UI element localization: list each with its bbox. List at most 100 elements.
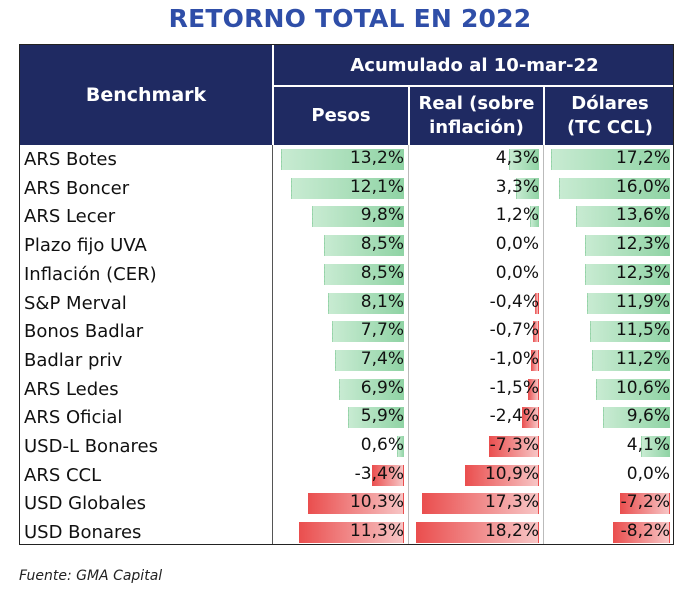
negative-bar <box>533 321 539 343</box>
header-col-dolares: Dólares (TC CCL) <box>545 87 673 145</box>
data-cell: 0,0% <box>546 463 672 487</box>
positive-bar <box>281 149 404 170</box>
value-label: 8,1% <box>360 291 404 312</box>
data-cell: 17,2% <box>546 147 672 171</box>
data-cell: 13,2% <box>276 147 406 171</box>
negative-bar <box>308 493 404 515</box>
value-label: 8,5% <box>360 262 404 283</box>
row-label: USD Globales <box>24 493 147 515</box>
header-group: Acumulado al 10-mar-22 <box>274 45 673 85</box>
negative-bar <box>422 493 539 515</box>
source-note: Fuente: GMA Capital <box>19 568 163 584</box>
value-label: 9,6% <box>626 406 670 427</box>
data-cell: -8,2% <box>546 520 672 544</box>
value-label: 0,0% <box>626 463 670 484</box>
value-label: -3,4% <box>354 463 404 484</box>
value-label: 12,3% <box>615 262 670 283</box>
value-label: 4,1% <box>626 435 670 455</box>
value-label: 11,5% <box>615 320 670 341</box>
data-cell: -7,2% <box>546 491 672 515</box>
row-label: Bonos Badlar <box>24 321 144 343</box>
header-benchmark: Benchmark <box>20 45 272 145</box>
data-cell: 13,6% <box>546 204 672 228</box>
data-cell: 8,5% <box>276 262 406 286</box>
positive-bar <box>339 378 404 400</box>
data-cell: 11,2% <box>546 348 672 372</box>
data-cell: -0,4% <box>411 291 541 315</box>
data-cell: 12,3% <box>546 233 672 257</box>
value-label: 12,3% <box>615 234 670 255</box>
value-label: 7,4% <box>360 348 404 369</box>
value-label: -8,2% <box>620 521 670 542</box>
data-cell: 8,5% <box>276 233 406 257</box>
value-label: 3,3% <box>495 176 539 197</box>
data-cell: 0,6% <box>276 434 406 458</box>
positive-bar <box>328 292 404 314</box>
data-cell: 7,7% <box>276 319 406 343</box>
positive-bar <box>587 292 670 314</box>
value-label: 11,9% <box>615 291 670 312</box>
data-cell: 4,3% <box>411 147 541 171</box>
positive-bar <box>348 407 404 429</box>
data-cell: 9,8% <box>276 204 406 228</box>
data-cell: 7,4% <box>276 348 406 372</box>
negative-bar <box>528 378 539 400</box>
data-cell: 10,3% <box>276 491 406 515</box>
value-label: 1,2% <box>495 205 539 226</box>
positive-bar <box>641 436 670 457</box>
positive-bar <box>312 206 404 228</box>
row-label: ARS CCL <box>24 464 102 486</box>
positive-bar <box>291 177 404 199</box>
row-label: Inflación (CER) <box>24 263 157 285</box>
positive-bar <box>551 149 670 170</box>
value-label: 11,2% <box>615 348 670 369</box>
negative-bar <box>489 436 539 457</box>
positive-bar <box>530 206 539 228</box>
value-label: 11,3% <box>349 521 404 542</box>
value-label: 13,2% <box>349 148 404 168</box>
negative-bar <box>299 522 404 544</box>
value-label: 0,0% <box>495 234 539 255</box>
row-label: S&P Merval <box>24 292 127 314</box>
value-label: 10,9% <box>484 463 539 484</box>
row-label: ARS Ledes <box>24 378 119 400</box>
header-col-real: Real (sobre inflación) <box>410 87 543 145</box>
value-label: 17,3% <box>484 492 539 513</box>
positive-bar <box>603 407 670 429</box>
header-col-real-label: Real (sobre inflación) <box>418 92 535 138</box>
header-benchmark-label: Benchmark <box>85 84 207 106</box>
positive-bar <box>590 321 670 343</box>
positive-bar <box>335 349 404 371</box>
positive-bar <box>516 177 539 199</box>
value-label: 18,2% <box>484 521 539 542</box>
header-col-dolares-label: Dólares (TC CCL) <box>566 92 654 138</box>
positive-bar <box>576 206 670 228</box>
data-cell: 10,9% <box>411 463 541 487</box>
column-separator <box>272 145 273 544</box>
data-cell: -7,3% <box>411 434 541 458</box>
row-label: USD Bonares <box>24 522 142 544</box>
value-label: 10,6% <box>615 377 670 398</box>
negative-bar <box>531 349 539 371</box>
value-label: 12,1% <box>349 176 404 197</box>
data-cell: 12,1% <box>276 176 406 200</box>
positive-bar <box>596 378 670 400</box>
row-label: ARS Lecer <box>24 206 116 228</box>
data-cell: -0,7% <box>411 319 541 343</box>
column-separator <box>543 145 544 544</box>
data-cell: 6,9% <box>276 377 406 401</box>
value-label: 9,8% <box>360 205 404 226</box>
data-cell: -1,0% <box>411 348 541 372</box>
value-label: 7,7% <box>360 320 404 341</box>
data-cell: 12,3% <box>546 262 672 286</box>
value-label: 5,9% <box>360 406 404 427</box>
data-cell: 9,6% <box>546 405 672 429</box>
value-label: 17,2% <box>615 148 670 168</box>
row-label: USD-L Bonares <box>24 436 158 457</box>
data-cell: 5,9% <box>276 405 406 429</box>
data-cell: 18,2% <box>411 520 541 544</box>
data-cell: 16,0% <box>546 176 672 200</box>
data-cell: 11,9% <box>546 291 672 315</box>
value-label: -1,0% <box>489 348 539 369</box>
value-label: 8,5% <box>360 234 404 255</box>
